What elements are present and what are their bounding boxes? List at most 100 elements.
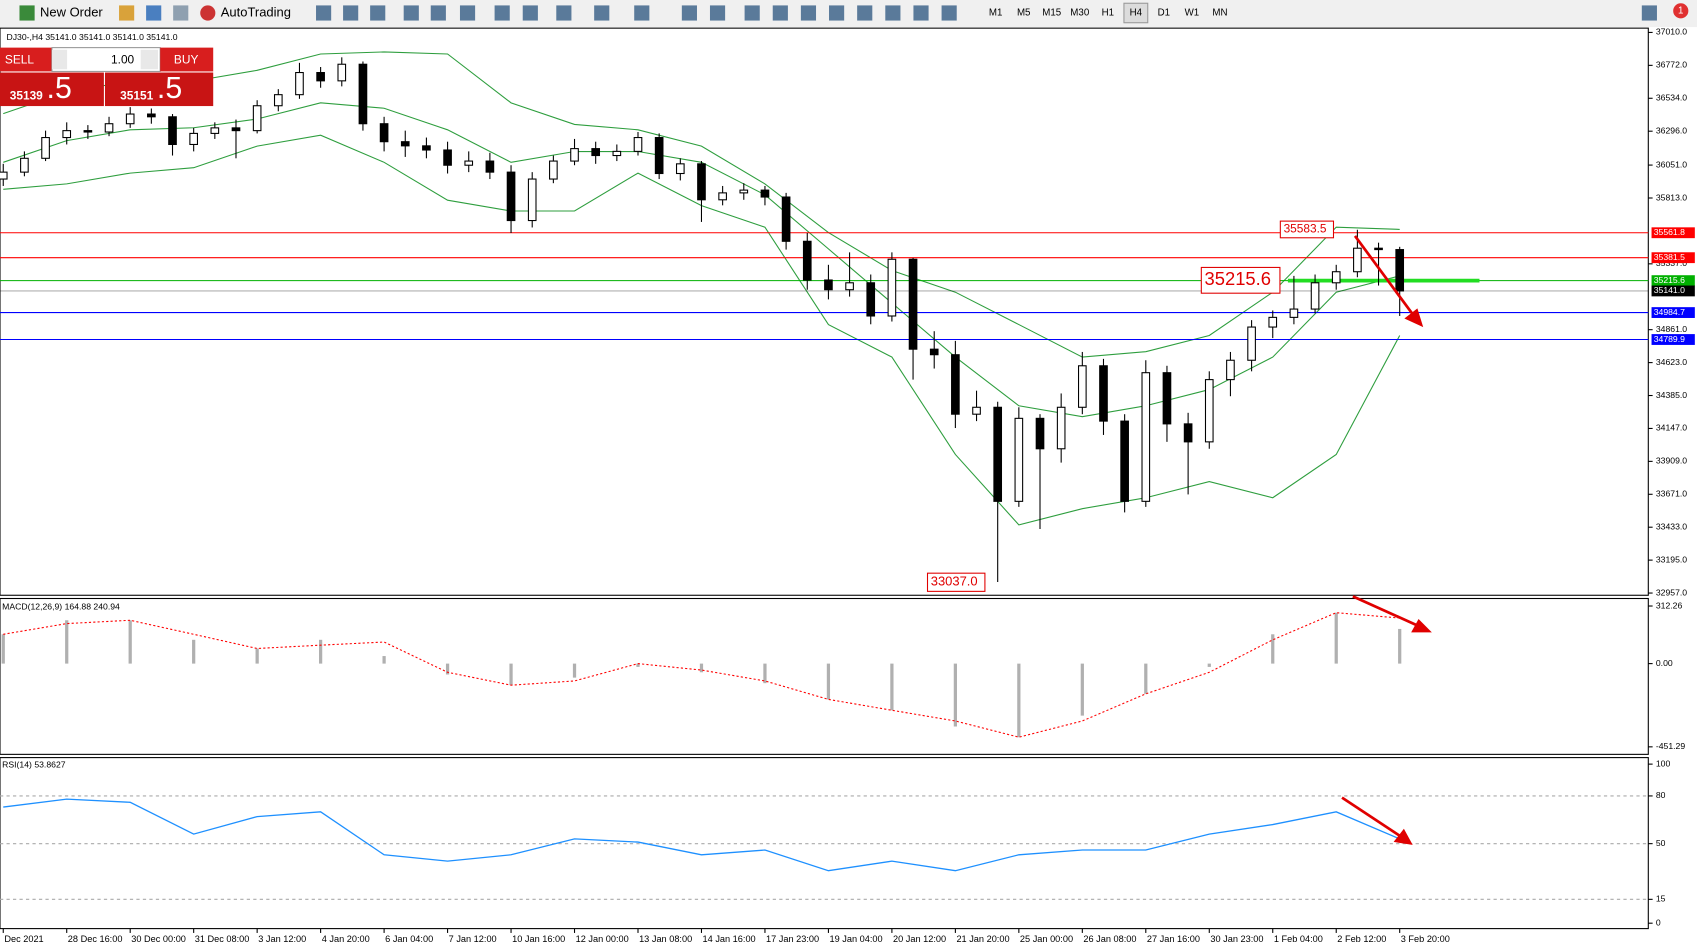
- candle-body: [718, 192, 727, 201]
- tool-icon[interactable]: [146, 5, 162, 21]
- tool-icon[interactable]: [343, 5, 359, 21]
- tool-icon[interactable]: [681, 5, 697, 21]
- autotrading[interactable]: AutoTrading: [221, 4, 291, 19]
- candle-body: [1268, 316, 1278, 328]
- tool-icon[interactable]: [594, 5, 610, 21]
- tool-icon[interactable]: [459, 5, 476, 21]
- candle-body: [1099, 365, 1108, 422]
- y-tick-label: 33671.0: [1656, 489, 1687, 499]
- tool-icon[interactable]: [494, 5, 510, 21]
- candle-body: [612, 150, 622, 157]
- tool-icon[interactable]: [744, 5, 760, 21]
- bid-tail: .5: [47, 72, 72, 105]
- trade-panel: SELL 1.00 BUY 35139 .5 35151 .5: [0, 47, 214, 107]
- timeframe[interactable]: M5: [1017, 8, 1031, 19]
- y-tick-label: 15: [1656, 894, 1666, 904]
- buy-button[interactable]: [160, 47, 214, 72]
- candle-body: [485, 160, 495, 173]
- bid-box[interactable]: [0, 72, 104, 107]
- search-icon[interactable]: [1641, 5, 1657, 21]
- tool-icon[interactable]: [522, 5, 538, 21]
- volume[interactable]: 1.00: [111, 53, 135, 67]
- candle-body: [316, 71, 325, 82]
- volume-up[interactable]: [140, 49, 159, 70]
- ask-price: 35151: [120, 88, 153, 102]
- new-order[interactable]: New Order: [40, 4, 103, 19]
- tool-icon[interactable]: [173, 5, 189, 21]
- x-tick-label: 20 Jan 12:00: [893, 934, 946, 944]
- timeframe[interactable]: M30: [1070, 8, 1090, 19]
- new-order-icon[interactable]: [19, 5, 35, 21]
- price-level-tag: [1651, 252, 1695, 264]
- y-tick-label: 33909.0: [1656, 456, 1687, 466]
- y-tick-label: 80: [1656, 790, 1666, 800]
- candle-body: [0, 171, 8, 180]
- candle-body: [887, 258, 897, 317]
- timeframe[interactable]: H4: [1130, 8, 1143, 19]
- annotation: 33037.0: [931, 574, 978, 589]
- price-level-label: 34984.7: [1654, 307, 1685, 317]
- notification-badge[interactable]: [1673, 3, 1689, 19]
- x-tick-label: 21 Jan 20:00: [956, 934, 1009, 944]
- candle-body: [1035, 417, 1045, 450]
- y-tick-label: 33433.0: [1656, 521, 1687, 531]
- tool-icon[interactable]: [556, 5, 572, 21]
- price-level-tag: [1651, 227, 1695, 239]
- timeframe[interactable]: W1: [1185, 8, 1200, 19]
- tool-icon[interactable]: [800, 5, 817, 21]
- tool-icon[interactable]: [913, 5, 929, 21]
- tool-icon[interactable]: [941, 5, 957, 21]
- autotrading-icon[interactable]: [200, 5, 216, 21]
- timeframe[interactable]: M15: [1042, 8, 1061, 19]
- volume-down[interactable]: [51, 49, 68, 70]
- tool-icon[interactable]: [119, 5, 135, 21]
- arrow: [1353, 235, 1417, 319]
- timeframe[interactable]: D1: [1158, 8, 1170, 19]
- tool-icon[interactable]: [370, 5, 386, 21]
- candle-body: [168, 116, 177, 146]
- sell-label[interactable]: SELL: [5, 53, 34, 67]
- annotation-box: [926, 572, 986, 592]
- candle-body: [1289, 308, 1299, 318]
- tool-icon[interactable]: [857, 5, 873, 21]
- tool-icon[interactable]: [829, 5, 845, 21]
- tool-icon[interactable]: [316, 5, 332, 21]
- candle-body: [802, 240, 812, 281]
- timeframe[interactable]: M1: [989, 8, 1003, 19]
- chart-title: RSI(14) 53.8627: [2, 759, 66, 769]
- tool-icon[interactable]: [634, 5, 650, 21]
- sell-button[interactable]: [0, 47, 52, 72]
- arrow-head: [1393, 828, 1413, 845]
- candle-body: [422, 145, 431, 151]
- y-tick-label: 33195.0: [1656, 554, 1687, 564]
- arrow: [1341, 796, 1404, 839]
- candle-body: [295, 71, 304, 96]
- candle-body: [1353, 247, 1362, 273]
- price-level-label: 35381.5: [1654, 252, 1685, 262]
- x-tick-label: 3 Feb 20:00: [1401, 934, 1450, 944]
- x-tick-label: 1 Feb 04:00: [1274, 934, 1323, 944]
- buy-label[interactable]: BUY: [174, 53, 199, 67]
- x-tick-label: 12 Jan 00:00: [576, 934, 629, 944]
- tool-icon[interactable]: [772, 5, 788, 21]
- candle-body: [1183, 423, 1193, 443]
- candle-body: [41, 137, 50, 159]
- tool-icon[interactable]: [885, 5, 901, 21]
- price-level-label: 34789.9: [1654, 334, 1685, 344]
- timeframe[interactable]: MN: [1212, 8, 1227, 19]
- tool-icon[interactable]: [430, 5, 446, 21]
- tool-icon[interactable]: [403, 5, 419, 21]
- candle-body: [845, 282, 854, 291]
- candle-body: [1226, 359, 1235, 381]
- arrow: [1352, 595, 1421, 628]
- ask-box[interactable]: [104, 72, 214, 107]
- x-tick-label: 10 Jan 16:00: [512, 934, 565, 944]
- tool-icon[interactable]: [709, 5, 726, 21]
- candle-body: [443, 149, 452, 166]
- tool-icons: [316, 5, 1657, 21]
- rsi-panel: [0, 757, 1649, 930]
- timeframe[interactable]: H1: [1102, 8, 1114, 19]
- y-tick-label: 34623.0: [1656, 357, 1687, 367]
